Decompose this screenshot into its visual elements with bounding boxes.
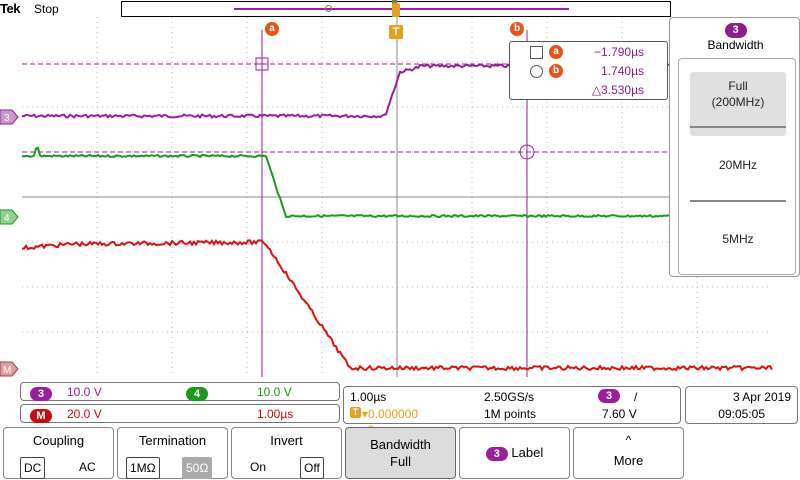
circle-symbol-icon: [530, 65, 543, 78]
time-per-division: 1.00µs: [350, 390, 387, 404]
side-menu-header: 3 Bandwidth: [670, 22, 800, 52]
ch3-ground-marker-icon[interactable]: 3: [0, 109, 19, 125]
side-menu-divider: [690, 126, 786, 128]
channel-3-badge: 3: [724, 23, 747, 38]
trigger-symbol-icon: T: [350, 407, 361, 418]
bandwidth-label: Bandwidth: [370, 437, 431, 452]
acquisition-state: Stop: [34, 2, 59, 16]
cursor-a-value: −1.790µs: [594, 45, 644, 59]
invert-button[interactable]: Invert On Off: [231, 427, 342, 479]
cursor-b-badge-icon: b: [549, 64, 563, 78]
record-center-dot: [325, 5, 332, 12]
coupling-button[interactable]: Coupling DC AC: [3, 427, 114, 479]
cursor-a-badge-icon: a: [549, 45, 563, 59]
date: 3 Apr 2019: [732, 390, 791, 404]
label-button[interactable]: 3 Label: [459, 427, 570, 479]
termination-label: Termination: [138, 433, 207, 448]
cursor-b-value: 1.740µs: [601, 64, 644, 78]
cursor-delta-value: △3.530µs: [591, 83, 644, 97]
brand-logo: Tek: [0, 1, 20, 16]
termination-button[interactable]: Termination 1MΩ 50Ω: [117, 427, 228, 479]
invert-on-option[interactable]: On: [250, 460, 267, 474]
coupling-dc-option[interactable]: DC: [20, 457, 46, 479]
termination-50ohm-option[interactable]: 50Ω: [182, 457, 213, 479]
svg-text:M: M: [3, 365, 11, 376]
ch4-ground-marker-icon[interactable]: 4: [0, 209, 19, 225]
more-label: More: [613, 453, 644, 468]
bandwidth-value: Full: [390, 454, 411, 469]
cursor-b-marker-icon[interactable]: b: [510, 22, 524, 36]
bandwidth-option-5mhz[interactable]: 5MHz: [722, 232, 754, 246]
math-status[interactable]: M 20.0 V 1.00µs: [20, 404, 340, 423]
ch4-scale: 10.0 V: [257, 385, 292, 399]
invert-label: Invert: [270, 433, 303, 448]
side-menu-divider: [690, 200, 786, 202]
record-length: 1M points: [484, 407, 537, 421]
trigger-source-badge: 3: [598, 389, 620, 403]
coupling-label: Coupling: [32, 433, 85, 448]
math-waveform: [21, 238, 773, 372]
cursor-readout: a −1.790µs b 1.740µs △3.530µs: [509, 41, 668, 100]
ch3-scale: 10.0 V: [67, 385, 102, 399]
label-channel-badge: 3: [485, 447, 508, 461]
bandwidth-button[interactable]: Bandwidth Full: [345, 427, 456, 479]
bandwidth-option-full[interactable]: Full (200MHz): [690, 72, 786, 136]
trigger-position: T→▾0.000000 s: [350, 407, 418, 435]
invert-off-option[interactable]: Off: [300, 457, 324, 479]
coupling-ac-option[interactable]: AC: [79, 460, 96, 474]
trigger-level: 7.60 V: [602, 407, 637, 421]
cursor-b-circle-symbol-icon: [519, 144, 535, 160]
time: 09:05:05: [718, 407, 765, 421]
trigger-marker-icon[interactable]: T: [389, 3, 403, 39]
ch4-waveform: [21, 146, 773, 219]
trigger-slope-icon: /: [634, 390, 638, 404]
square-symbol-icon: [530, 46, 543, 59]
chevron-up-icon: ^: [625, 433, 632, 447]
label-button-text: Label: [511, 445, 544, 460]
cursor-a-marker-icon[interactable]: a: [265, 22, 279, 36]
more-button[interactable]: ^ More: [573, 427, 684, 479]
datetime-readout: 3 Apr 2019 09:05:05: [685, 386, 798, 424]
bandwidth-option-20mhz[interactable]: 20MHz: [718, 158, 757, 172]
math-ground-marker-icon[interactable]: M: [0, 361, 19, 377]
bandwidth-side-menu: 3 Bandwidth Full (200MHz) 20MHz 5MHz: [669, 17, 800, 277]
ch3-ch4-status[interactable]: 3 10.0 V 4 10.0 V: [20, 382, 340, 401]
termination-1mohm-option[interactable]: 1MΩ: [126, 457, 160, 479]
record-window-indicator: [234, 8, 569, 10]
horizontal-trigger-readout[interactable]: 1.00µs 2.50GS/s 3 / T→▾0.000000 s 1M poi…: [343, 386, 681, 435]
math-badge: M: [30, 409, 52, 423]
svg-text:4: 4: [4, 213, 10, 224]
ch4-badge: 4: [186, 387, 208, 401]
svg-text:3: 3: [4, 113, 10, 124]
ch3-badge: 3: [30, 387, 52, 401]
math-timebase: 1.00µs: [257, 407, 294, 421]
side-menu-title: Bandwidth: [707, 38, 764, 52]
sample-rate: 2.50GS/s: [484, 390, 535, 404]
math-scale: 20.0 V: [67, 407, 102, 421]
